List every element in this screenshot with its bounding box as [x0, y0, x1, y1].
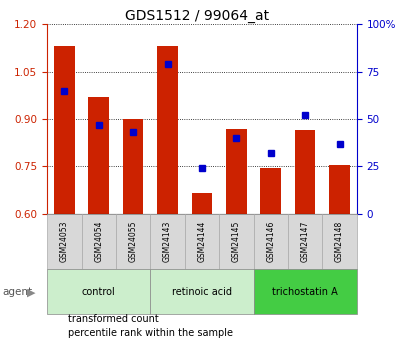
Bar	[253, 214, 287, 269]
Text: GSM24144: GSM24144	[197, 221, 206, 262]
Bar	[150, 214, 184, 269]
Bar	[218, 214, 253, 269]
Text: GSM24143: GSM24143	[163, 221, 172, 262]
Bar	[253, 269, 356, 314]
Text: GDS1512 / 99064_at: GDS1512 / 99064_at	[124, 9, 268, 23]
Bar	[184, 214, 218, 269]
Text: GSM24148: GSM24148	[334, 221, 343, 262]
Bar	[260, 168, 280, 214]
Text: GSM24055: GSM24055	[128, 221, 137, 262]
Bar	[116, 214, 150, 269]
Text: control: control	[82, 287, 115, 296]
Text: trichostatin A: trichostatin A	[272, 287, 337, 296]
Text: GSM24054: GSM24054	[94, 221, 103, 262]
Text: agent: agent	[2, 287, 32, 296]
Bar	[47, 269, 150, 314]
Bar	[81, 214, 116, 269]
Bar	[150, 269, 253, 314]
Bar	[225, 128, 246, 214]
Bar	[294, 130, 315, 214]
Text: GSM24147: GSM24147	[300, 221, 309, 262]
Text: GSM24145: GSM24145	[231, 221, 240, 262]
Text: GSM24146: GSM24146	[265, 221, 274, 262]
Bar	[287, 214, 321, 269]
Text: percentile rank within the sample: percentile rank within the sample	[67, 328, 232, 338]
Bar	[123, 119, 143, 214]
Text: ▶: ▶	[27, 288, 36, 297]
Text: GSM24053: GSM24053	[60, 221, 69, 262]
Bar	[328, 165, 349, 214]
Bar	[47, 214, 81, 269]
Bar	[157, 46, 178, 214]
Bar	[88, 97, 109, 214]
Bar	[191, 193, 212, 214]
Text: transformed count: transformed count	[67, 314, 158, 324]
Bar	[54, 46, 74, 214]
Text: retinoic acid: retinoic acid	[171, 287, 231, 296]
Bar	[321, 214, 356, 269]
